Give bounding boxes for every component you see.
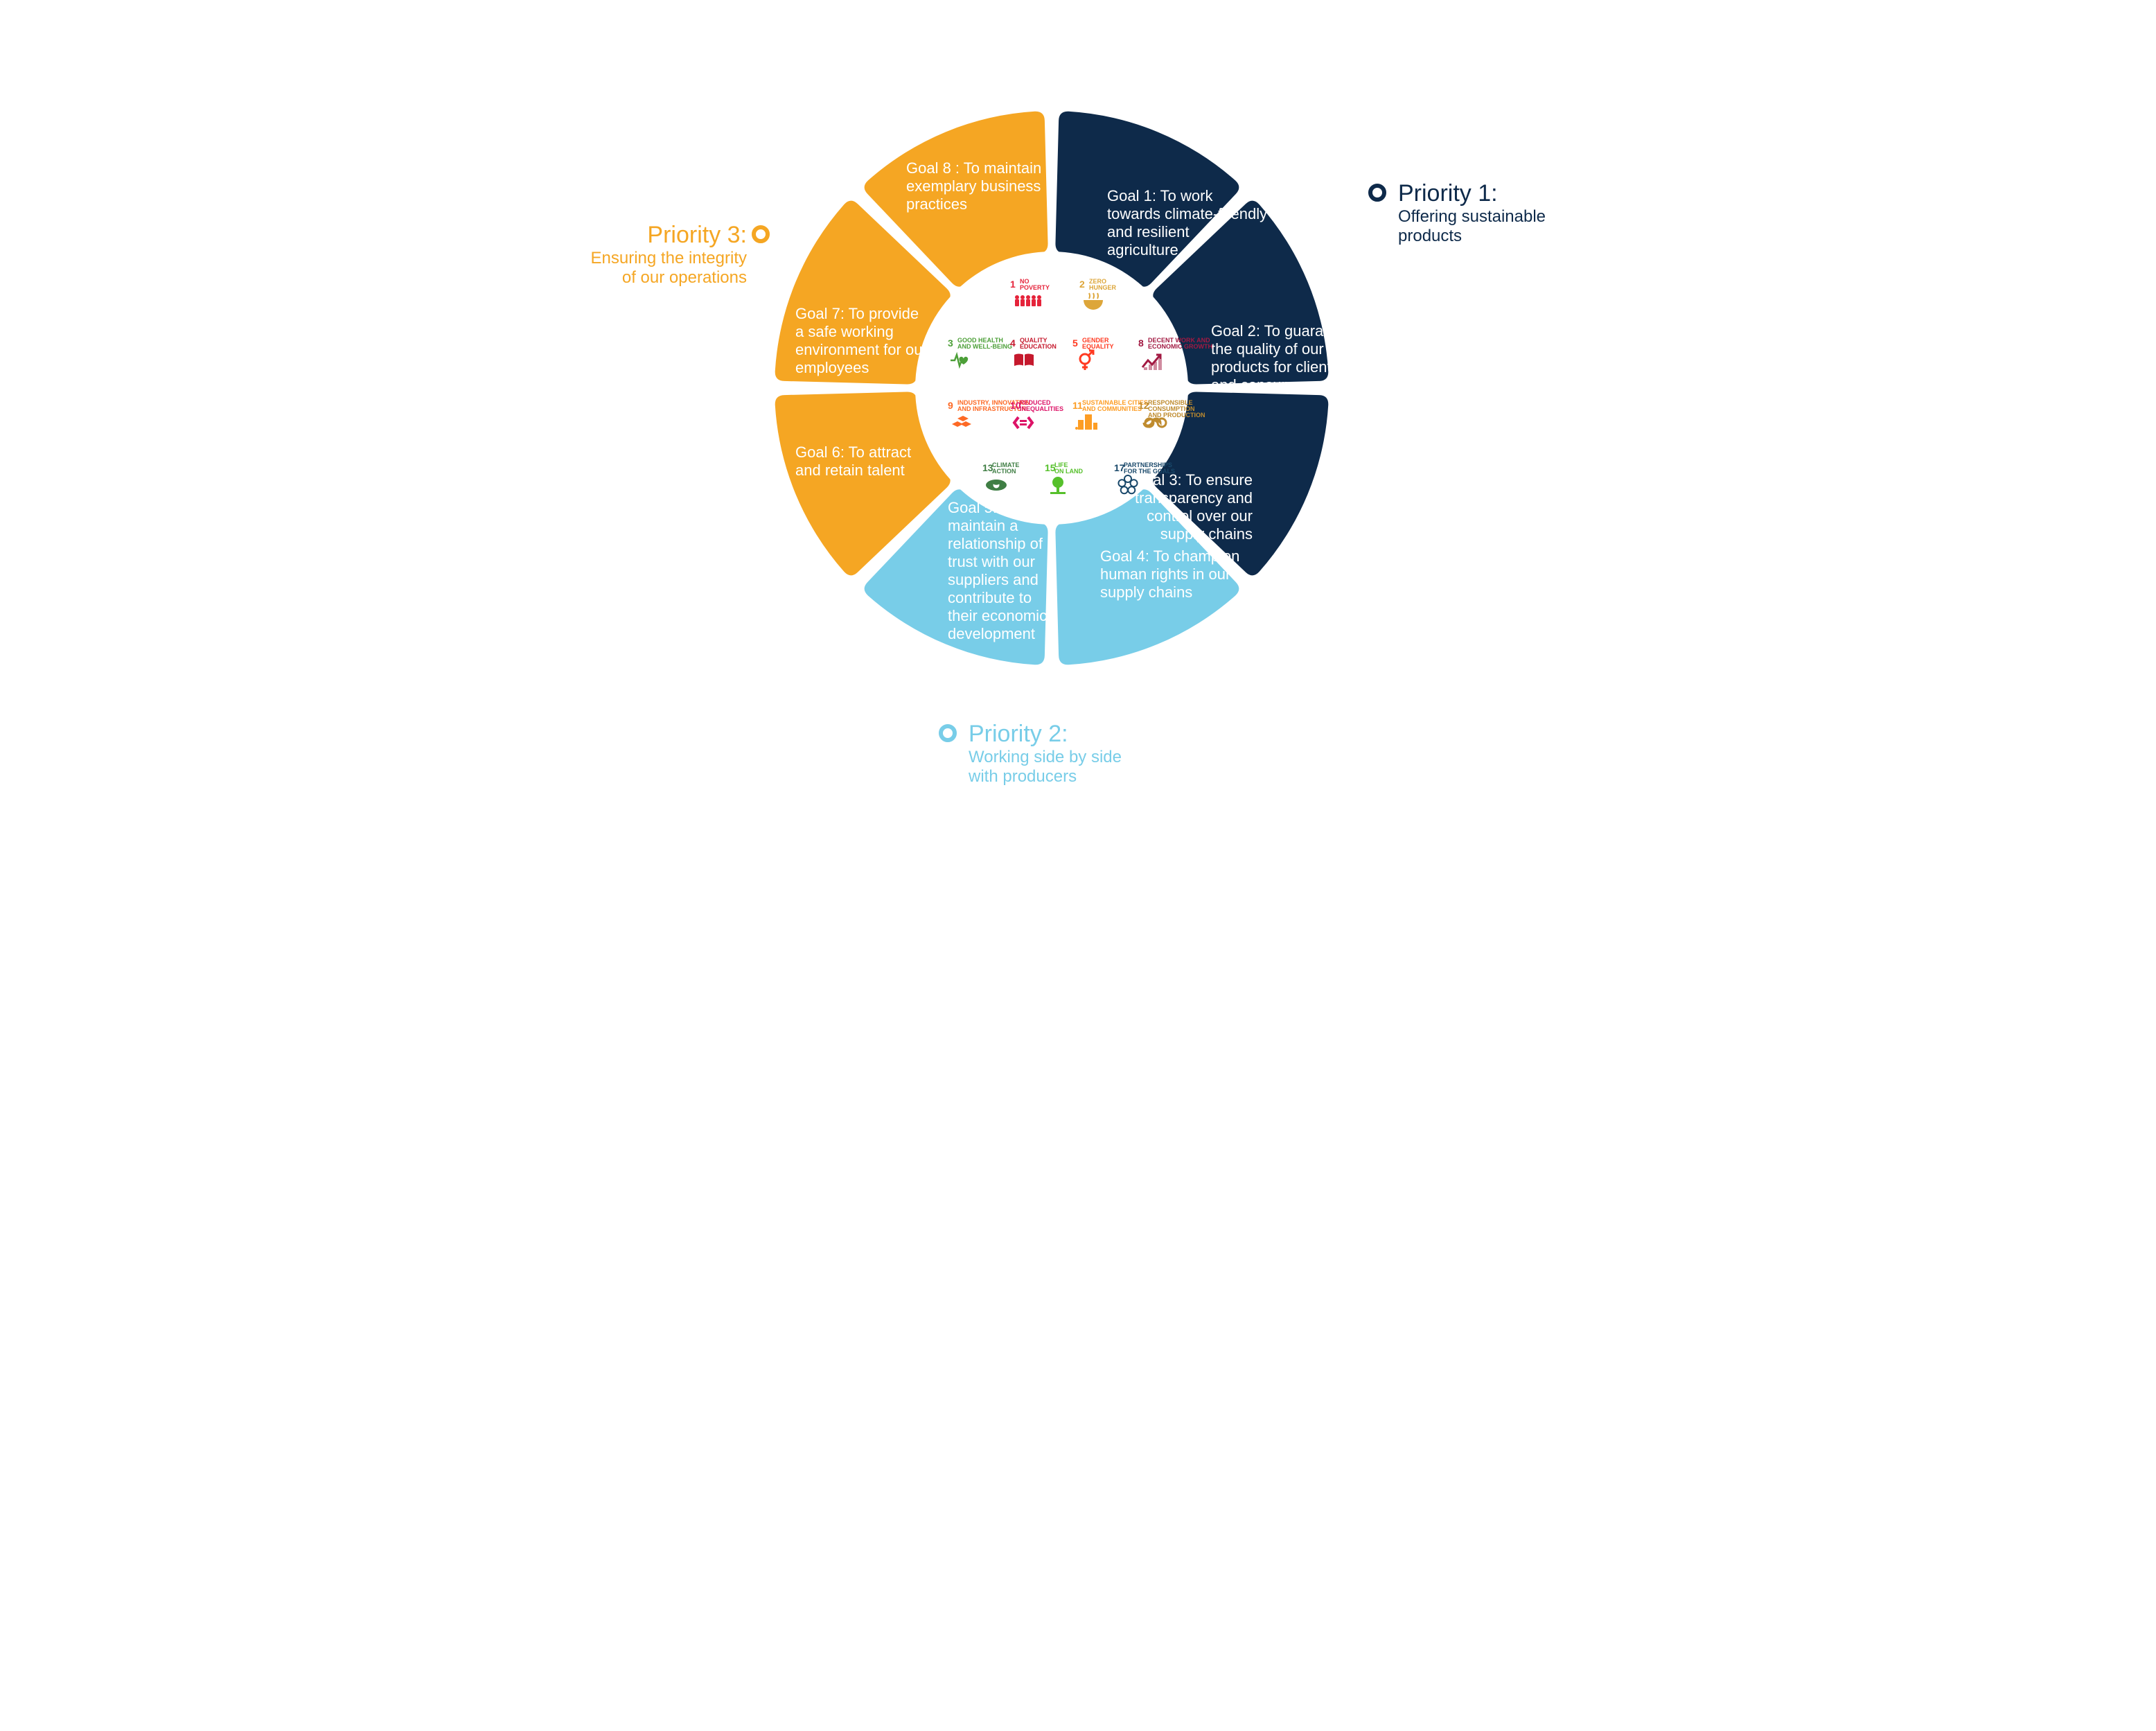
- svg-text:11: 11: [1072, 400, 1083, 411]
- svg-text:towards climate-friendly: towards climate-friendly: [1107, 205, 1267, 222]
- svg-text:a safe working: a safe working: [795, 323, 894, 340]
- svg-text:ON LAND: ON LAND: [1054, 468, 1083, 475]
- svg-text:9: 9: [948, 400, 953, 411]
- svg-text:exemplary business: exemplary business: [906, 177, 1041, 195]
- svg-text:control over our: control over our: [1147, 507, 1253, 525]
- svg-text:Goal 7: To provide: Goal 7: To provide: [795, 305, 919, 322]
- svg-text:development: development: [948, 625, 1035, 642]
- svg-text:suppliers and: suppliers and: [948, 571, 1039, 588]
- svg-text:Goal 4: To champion: Goal 4: To champion: [1100, 547, 1239, 565]
- svg-text:INEQUALITIES: INEQUALITIES: [1020, 405, 1063, 412]
- svg-text:and retain talent: and retain talent: [795, 462, 905, 479]
- svg-text:the quality of our: the quality of our: [1211, 340, 1324, 358]
- svg-text:practices: practices: [906, 195, 967, 213]
- svg-text:relationship of: relationship of: [948, 535, 1043, 552]
- priority-p3: Priority 3:Ensuring the integrityof our …: [591, 222, 768, 287]
- svg-text:1: 1: [1010, 279, 1016, 290]
- priority-p2: Priority 2:Working side by sidewith prod…: [941, 721, 1122, 786]
- svg-text:2: 2: [1079, 279, 1085, 290]
- svg-text:products for clients: products for clients: [1211, 358, 1339, 376]
- svg-text:8: 8: [1138, 337, 1144, 349]
- priority-subtitle: Working side by side: [969, 748, 1122, 766]
- priority-title: Priority 3:: [647, 222, 747, 248]
- svg-text:employees: employees: [795, 359, 869, 376]
- svg-text:maintain a: maintain a: [948, 517, 1018, 534]
- svg-text:their economic: their economic: [948, 607, 1047, 624]
- svg-text:4: 4: [1010, 337, 1016, 349]
- svg-text:supply chains: supply chains: [1100, 583, 1192, 601]
- svg-text:environment for our: environment for our: [795, 341, 928, 358]
- svg-text:ACTION: ACTION: [992, 468, 1016, 475]
- svg-text:AND COMMUNITIES: AND COMMUNITIES: [1082, 405, 1142, 412]
- bullet-icon: [941, 726, 955, 740]
- svg-text:Goal 1: To work: Goal 1: To work: [1107, 187, 1213, 204]
- svg-text:trust with our: trust with our: [948, 553, 1035, 570]
- svg-text:Goal 5: To: Goal 5: To: [948, 499, 1017, 516]
- svg-text:5: 5: [1072, 337, 1078, 349]
- svg-text:and consumers: and consumers: [1211, 376, 1315, 394]
- bullet-icon: [1370, 186, 1384, 200]
- svg-text:EDUCATION: EDUCATION: [1020, 343, 1057, 350]
- priority-subtitle: of our operations: [622, 268, 747, 287]
- svg-text:supply chains: supply chains: [1160, 525, 1253, 543]
- svg-text:agriculture: agriculture: [1107, 241, 1178, 258]
- priority-p1: Priority 1:Offering sustainableproducts: [1370, 180, 1546, 245]
- priority-title: Priority 1:: [1398, 180, 1498, 207]
- svg-text:EQUALITY: EQUALITY: [1082, 343, 1114, 350]
- svg-text:human rights in our: human rights in our: [1100, 565, 1230, 583]
- svg-text:Goal 8 : To maintain: Goal 8 : To maintain: [906, 159, 1041, 177]
- svg-text:AND WELL-BEING: AND WELL-BEING: [957, 343, 1012, 350]
- svg-text:Goal 2: To guarantee: Goal 2: To guarantee: [1211, 322, 1353, 340]
- svg-text:contribute to: contribute to: [948, 589, 1032, 606]
- priority-subtitle: Offering sustainable: [1398, 207, 1546, 226]
- goal-text-g2: Goal 2: To guaranteethe quality of ourpr…: [1211, 322, 1353, 394]
- svg-text:ECONOMIC GROWTH: ECONOMIC GROWTH: [1148, 343, 1212, 350]
- diagram-canvas: Goal 1: To worktowards climate-friendlya…: [539, 0, 1617, 866]
- people-icon: [1015, 295, 1041, 306]
- priority-subtitle: products: [1398, 227, 1462, 245]
- svg-text:HUNGER: HUNGER: [1089, 284, 1117, 291]
- priority-subtitle: Ensuring the integrity: [591, 249, 747, 267]
- priority-title: Priority 2:: [969, 721, 1068, 747]
- svg-text:FOR THE GOALS: FOR THE GOALS: [1124, 468, 1175, 475]
- infographic-root: Goal 1: To worktowards climate-friendlya…: [0, 0, 2156, 866]
- bullet-icon: [754, 227, 768, 241]
- eye-icon: [986, 480, 1007, 491]
- priority-subtitle: with producers: [968, 767, 1077, 786]
- svg-text:and resilient: and resilient: [1107, 223, 1190, 240]
- svg-text:POVERTY: POVERTY: [1020, 284, 1050, 291]
- goal-text-g6: Goal 6: To attractand retain talent: [795, 443, 911, 479]
- svg-text:Goal 6: To attract: Goal 6: To attract: [795, 443, 911, 461]
- svg-text:transparency and: transparency and: [1135, 489, 1253, 507]
- svg-text:3: 3: [948, 337, 953, 349]
- svg-text:AND PRODUCTION: AND PRODUCTION: [1148, 412, 1205, 419]
